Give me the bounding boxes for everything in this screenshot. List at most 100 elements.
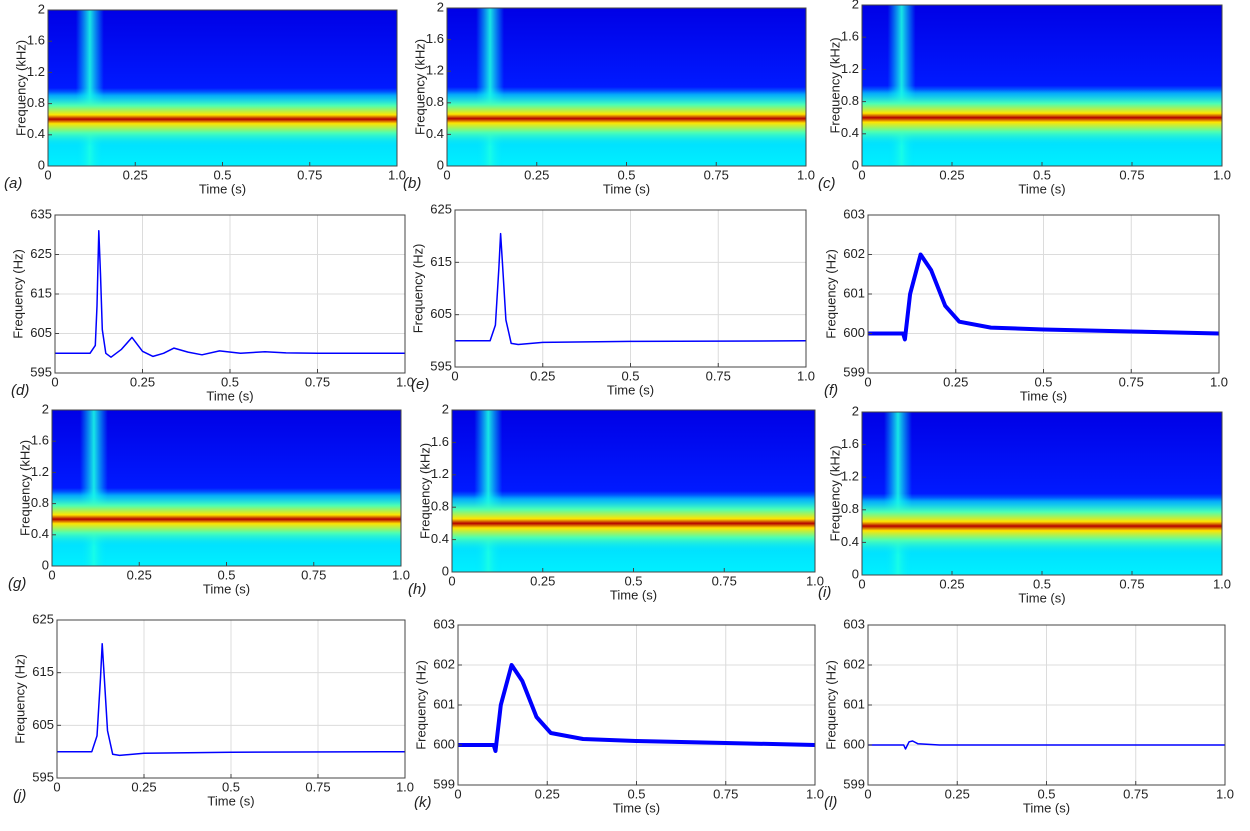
x-tick-label: 1.0: [806, 573, 824, 588]
x-tick-label: 0.25: [939, 576, 964, 591]
x-tick-label: 0.25: [943, 374, 968, 389]
y-tick-label: 600: [433, 736, 455, 751]
x-tick-label: 0: [858, 576, 865, 591]
y-tick-label: 625: [430, 201, 452, 216]
y-tick-label: 0.4: [841, 534, 859, 549]
panel-label: (g): [8, 575, 26, 592]
y-tick-label: 2: [442, 401, 449, 416]
y-tick-label: 1.6: [841, 436, 859, 451]
y-tick-label: 599: [843, 364, 865, 379]
x-axis-label: Time (s): [1020, 388, 1067, 403]
x-tick-label: 0.75: [1119, 374, 1144, 389]
y-tick-label: 0: [852, 566, 859, 581]
y-tick-label: 599: [843, 776, 865, 791]
y-tick-label: 605: [32, 717, 54, 732]
panel: 0 0.25 0.5 0.75 1.0 0 0.4 0.8 1.2 1.6 2 Time (s) Fre…: [8, 401, 410, 596]
panel-label: (e): [411, 376, 429, 393]
y-tick-label: 0.4: [426, 126, 444, 141]
y-tick-label: 0.4: [841, 125, 859, 140]
x-tick-label: 0.75: [706, 368, 731, 383]
x-tick-label: 0.5: [1033, 167, 1051, 182]
x-tick-label: 0: [451, 368, 458, 383]
x-axis-label: Time (s): [1023, 800, 1070, 815]
image: [52, 410, 401, 566]
image: [48, 10, 397, 166]
panel: 0 0.25 0.5 0.75 1.0 0 0.4 0.8 1.2 1.6 2 Time (s) Fre…: [403, 0, 815, 196]
y-axis-label: Frequency (kHz): [417, 443, 432, 539]
x-tick-label: 0.5: [221, 374, 239, 389]
x-axis-label: Time (s): [603, 181, 650, 196]
panel-label: (k): [414, 794, 432, 811]
frequency-band: [452, 495, 815, 552]
y-tick-label: 1.2: [841, 61, 859, 76]
frequency-band: [48, 91, 397, 147]
y-axis-label: Frequency (kHz): [827, 37, 842, 133]
y-tick-label: 599: [433, 776, 455, 791]
panel-label: (l): [824, 794, 837, 811]
x-tick-label: 0: [454, 786, 461, 801]
x-tick-label: 0.75: [1119, 167, 1144, 182]
y-tick-label: 601: [843, 696, 865, 711]
x-tick-label: 0.25: [945, 786, 970, 801]
y-tick-label: 602: [433, 656, 455, 671]
x-tick-label: 0.5: [621, 368, 639, 383]
x-axis-label: Time (s): [610, 587, 657, 602]
x-tick-label: 0.75: [1119, 576, 1144, 591]
data-line: [868, 740, 1225, 750]
x-tick-label: 1.0: [1213, 167, 1231, 182]
y-tick-label: 1.6: [426, 31, 444, 46]
panel-label: (c): [818, 175, 836, 192]
x-tick-label: 0: [51, 374, 58, 389]
image: [447, 8, 806, 166]
y-tick-label: 615: [430, 254, 452, 269]
x-tick-label: 1.0: [388, 167, 406, 182]
x-axis-label: Time (s): [207, 793, 254, 808]
x-tick-label: 0.25: [530, 368, 555, 383]
x-tick-label: 0.25: [939, 167, 964, 182]
x-tick-label: 1.0: [806, 786, 824, 801]
y-tick-label: 1.6: [27, 33, 45, 48]
x-axis-label: Time (s): [613, 800, 660, 815]
x-tick-label: 1.0: [1210, 374, 1228, 389]
x-tick-label: 1.0: [797, 167, 815, 182]
frequency-band: [862, 89, 1222, 146]
panel: 0 0.25 0.5 0.75 1.0 599 600 601 602 603 Time (s) Fr…: [823, 616, 1234, 815]
x-tick-label: 0.25: [123, 167, 148, 182]
y-tick-label: 0.8: [426, 94, 444, 109]
x-tick-label: 0.5: [1037, 786, 1055, 801]
y-tick-label: 0: [38, 157, 45, 172]
x-tick-label: 0.75: [305, 779, 330, 794]
panel: 0 0.25 0.5 0.75 1.0 595 605 615 625 Time (s) Frequ…: [12, 611, 414, 808]
y-axis-label: Frequency (Hz): [12, 654, 27, 744]
x-tick-label: 0: [53, 779, 60, 794]
y-tick-label: 601: [843, 285, 865, 300]
y-tick-label: 625: [30, 246, 52, 261]
x-tick-label: 1.0: [392, 567, 410, 582]
y-axis-label: Frequency (Hz): [823, 660, 838, 750]
y-tick-label: 0.8: [841, 501, 859, 516]
x-tick-label: 0.25: [530, 573, 555, 588]
x-tick-label: 0.75: [305, 374, 330, 389]
y-tick-label: 1.6: [841, 29, 859, 44]
x-tick-label: 0: [443, 167, 450, 182]
y-tick-label: 1.2: [27, 64, 45, 79]
x-tick-label: 0.75: [704, 167, 729, 182]
y-tick-label: 2: [852, 0, 859, 11]
image: [452, 410, 815, 572]
panel: 0 0.25 0.5 0.75 1.0 595 605 615 625 635 Time (s) Fr…: [10, 206, 414, 403]
y-tick-label: 615: [30, 285, 52, 300]
panel-label: (h): [408, 581, 426, 598]
y-tick-label: 1.6: [31, 433, 49, 448]
x-tick-label: 1.0: [1213, 576, 1231, 591]
x-tick-label: 0: [48, 567, 55, 582]
x-tick-label: 0.25: [524, 167, 549, 182]
x-tick-label: 1.0: [1216, 786, 1234, 801]
y-tick-label: 2: [437, 0, 444, 14]
x-tick-label: 0.25: [130, 374, 155, 389]
y-tick-label: 600: [843, 736, 865, 751]
panel-label: (a): [4, 175, 22, 192]
y-tick-label: 2: [42, 401, 49, 416]
panel-label: (j): [13, 787, 26, 804]
y-tick-label: 1.2: [431, 466, 449, 481]
